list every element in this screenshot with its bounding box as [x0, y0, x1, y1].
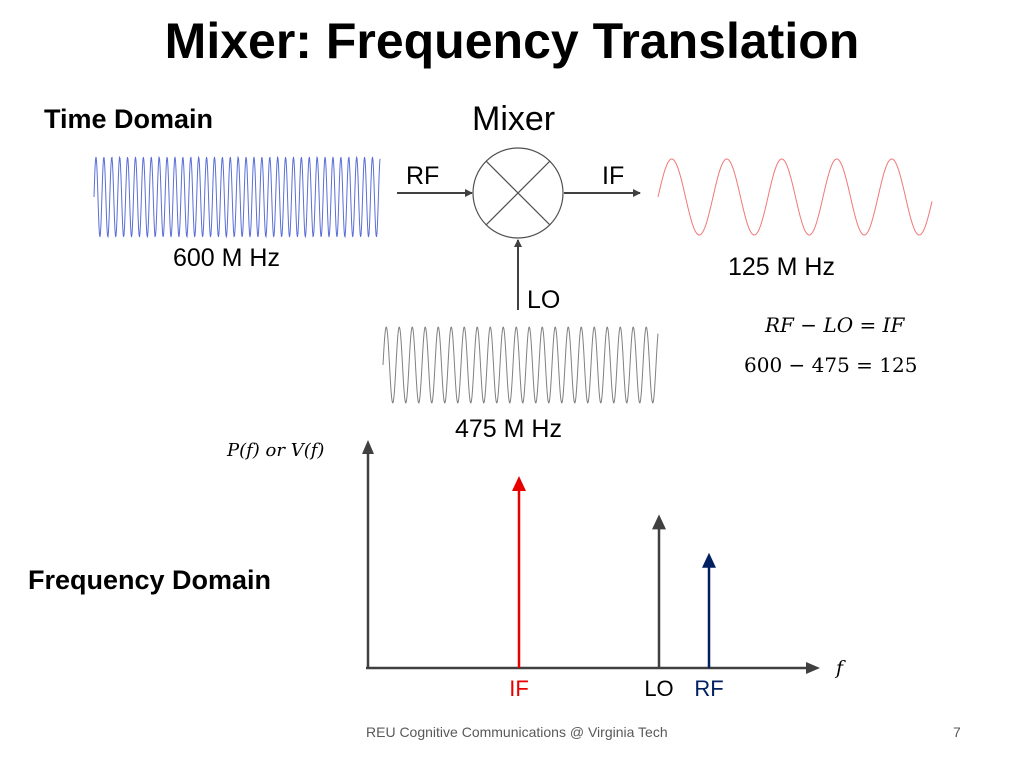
- footer-text: REU Cognitive Communications @ Virginia …: [366, 724, 668, 740]
- spectrum-label-lo: LO: [644, 676, 674, 701]
- lo-waveform: [382, 326, 659, 404]
- slide-title: Mixer: Frequency Translation: [164, 13, 860, 69]
- time-domain-label: Time Domain: [44, 104, 214, 134]
- spectrum-arrowhead-rf: [702, 552, 716, 568]
- spectrum-bars: [512, 476, 716, 668]
- spectrum-label-if: IF: [509, 676, 529, 701]
- rf-frequency-label: 600 M Hz: [173, 244, 280, 272]
- rf-input-label: RF: [406, 162, 440, 190]
- rf-waveform: [93, 155, 381, 239]
- spectrum-x-axis-label: f: [836, 657, 844, 679]
- spectrum-axes: [362, 440, 820, 674]
- if-output-label: IF: [602, 162, 625, 190]
- lo-input-label: LO: [527, 286, 561, 314]
- spectrum-arrowhead-lo: [652, 514, 666, 530]
- spectrum-arrowhead-if: [512, 476, 526, 491]
- page-number: 7: [953, 724, 961, 740]
- mixer-symbol: [472, 147, 564, 239]
- spectrum-y-axis-label: P(f) or V(f): [227, 440, 325, 461]
- spectrum-label-rf: RF: [694, 676, 724, 701]
- lo-frequency-label: 475 M Hz: [455, 415, 562, 443]
- if-waveform: [657, 158, 933, 236]
- mixer-label: Mixer: [472, 100, 556, 138]
- if-frequency-label: 125 M Hz: [728, 253, 835, 281]
- equation-symbolic: RF − LO = IF: [765, 313, 905, 337]
- equation-numeric: 600 − 475 = 125: [744, 353, 918, 377]
- frequency-domain-label: Frequency Domain: [28, 565, 272, 595]
